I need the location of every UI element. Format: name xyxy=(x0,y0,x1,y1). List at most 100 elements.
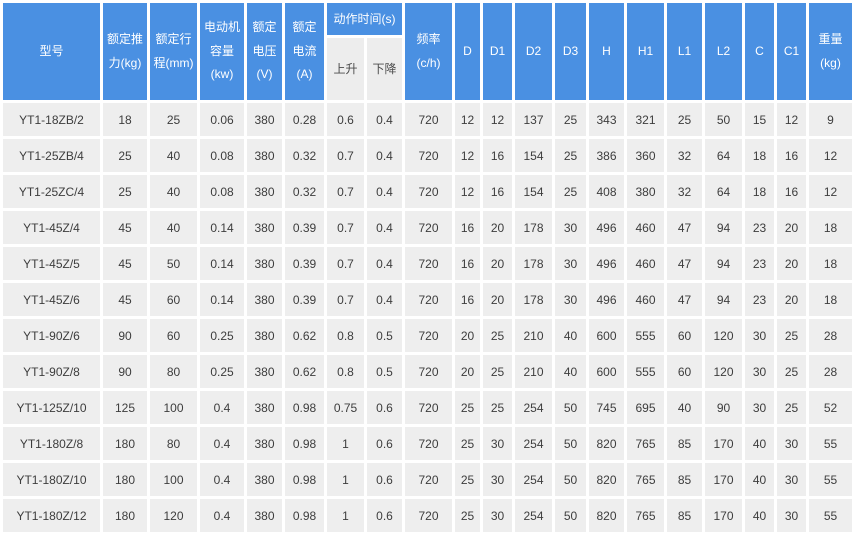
value-cell: 25 xyxy=(150,103,197,136)
value-cell: 720 xyxy=(405,103,452,136)
value-cell: 0.4 xyxy=(200,463,244,496)
value-cell: 47 xyxy=(667,211,702,244)
value-cell: 25 xyxy=(777,355,806,388)
value-cell: 154 xyxy=(515,175,552,208)
value-cell: 85 xyxy=(667,463,702,496)
value-cell: 15 xyxy=(745,103,774,136)
value-cell: 0.4 xyxy=(200,427,244,460)
table-row: YT1-25ZC/4 25 40 0.08 380 0.32 0.7 0.4 720 12 16 15… xyxy=(3,175,852,208)
value-cell: 25 xyxy=(555,139,586,172)
value-cell: 25 xyxy=(667,103,702,136)
model-cell: YT1-125Z/10 xyxy=(3,391,100,424)
value-cell: 18 xyxy=(745,175,774,208)
value-cell: 30 xyxy=(777,427,806,460)
col-header-rise: 上升 xyxy=(327,38,364,100)
value-cell: 765 xyxy=(627,499,664,532)
col-header-l1: L1 xyxy=(667,3,702,100)
value-cell: 343 xyxy=(589,103,624,136)
value-cell: 137 xyxy=(515,103,552,136)
value-cell: 0.5 xyxy=(367,319,402,352)
col-header-weight: 重量 (kg) xyxy=(809,3,852,100)
value-cell: 20 xyxy=(455,355,480,388)
value-cell: 16 xyxy=(455,283,480,316)
value-cell: 45 xyxy=(103,283,147,316)
value-cell: 50 xyxy=(555,499,586,532)
value-cell: 170 xyxy=(705,427,742,460)
value-cell: 80 xyxy=(150,355,197,388)
value-cell: 12 xyxy=(455,139,480,172)
value-cell: 0.4 xyxy=(367,175,402,208)
value-cell: 170 xyxy=(705,499,742,532)
value-cell: 720 xyxy=(405,427,452,460)
value-cell: 25 xyxy=(455,391,480,424)
value-cell: 64 xyxy=(705,139,742,172)
value-cell: 720 xyxy=(405,247,452,280)
value-cell: 25 xyxy=(483,391,512,424)
value-cell: 720 xyxy=(405,139,452,172)
model-cell: YT1-180Z/8 xyxy=(3,427,100,460)
value-cell: 380 xyxy=(247,463,282,496)
value-cell: 745 xyxy=(589,391,624,424)
col-header-d1: D1 xyxy=(483,3,512,100)
value-cell: 0.14 xyxy=(200,247,244,280)
value-cell: 60 xyxy=(150,319,197,352)
value-cell: 40 xyxy=(555,319,586,352)
value-cell: 0.4 xyxy=(200,499,244,532)
table-row: YT1-25ZB/4 25 40 0.08 380 0.32 0.7 0.4 720 12 16 15… xyxy=(3,139,852,172)
value-cell: 20 xyxy=(455,319,480,352)
value-cell: 1 xyxy=(327,427,364,460)
value-cell: 380 xyxy=(247,283,282,316)
value-cell: 30 xyxy=(555,247,586,280)
col-header-stroke: 额定行 程(mm) xyxy=(150,3,197,100)
col-header-thrust: 额定推 力(kg) xyxy=(103,3,147,100)
value-cell: 0.7 xyxy=(327,283,364,316)
value-cell: 120 xyxy=(705,355,742,388)
value-cell: 321 xyxy=(627,103,664,136)
value-cell: 40 xyxy=(150,139,197,172)
value-cell: 0.39 xyxy=(285,211,324,244)
value-cell: 16 xyxy=(455,247,480,280)
table-row: YT1-90Z/8 90 80 0.25 380 0.62 0.8 0.5 720 20 25 210… xyxy=(3,355,852,388)
table-row: YT1-180Z/12 180 120 0.4 380 0.98 1 0.6 720 25 30 25… xyxy=(3,499,852,532)
value-cell: 0.4 xyxy=(367,211,402,244)
value-cell: 0.4 xyxy=(367,103,402,136)
value-cell: 23 xyxy=(745,283,774,316)
value-cell: 40 xyxy=(150,211,197,244)
value-cell: 720 xyxy=(405,175,452,208)
col-header-d: D xyxy=(455,3,480,100)
value-cell: 180 xyxy=(103,499,147,532)
table-body: YT1-18ZB/2 18 25 0.06 380 0.28 0.6 0.4 720 12 12 13… xyxy=(3,103,852,532)
value-cell: 40 xyxy=(555,355,586,388)
value-cell: 18 xyxy=(745,139,774,172)
value-cell: 178 xyxy=(515,247,552,280)
value-cell: 380 xyxy=(627,175,664,208)
value-cell: 60 xyxy=(667,319,702,352)
value-cell: 20 xyxy=(777,247,806,280)
value-cell: 460 xyxy=(627,283,664,316)
value-cell: 94 xyxy=(705,283,742,316)
value-cell: 380 xyxy=(247,247,282,280)
model-cell: YT1-25ZC/4 xyxy=(3,175,100,208)
value-cell: 720 xyxy=(405,355,452,388)
col-header-d3: D3 xyxy=(555,3,586,100)
table-row: YT1-18ZB/2 18 25 0.06 380 0.28 0.6 0.4 720 12 12 13… xyxy=(3,103,852,136)
value-cell: 40 xyxy=(150,175,197,208)
col-header-h: H xyxy=(589,3,624,100)
table-row: YT1-45Z/4 45 40 0.14 380 0.39 0.7 0.4 720 16 20 178… xyxy=(3,211,852,244)
value-cell: 254 xyxy=(515,391,552,424)
col-header-action-time: 动作时间(s) xyxy=(327,3,402,35)
value-cell: 25 xyxy=(455,427,480,460)
value-cell: 1 xyxy=(327,499,364,532)
value-cell: 40 xyxy=(745,427,774,460)
value-cell: 820 xyxy=(589,427,624,460)
value-cell: 12 xyxy=(483,103,512,136)
value-cell: 0.39 xyxy=(285,283,324,316)
value-cell: 720 xyxy=(405,391,452,424)
value-cell: 0.25 xyxy=(200,355,244,388)
value-cell: 30 xyxy=(483,499,512,532)
model-cell: YT1-180Z/10 xyxy=(3,463,100,496)
value-cell: 40 xyxy=(667,391,702,424)
value-cell: 0.28 xyxy=(285,103,324,136)
value-cell: 380 xyxy=(247,391,282,424)
value-cell: 60 xyxy=(150,283,197,316)
